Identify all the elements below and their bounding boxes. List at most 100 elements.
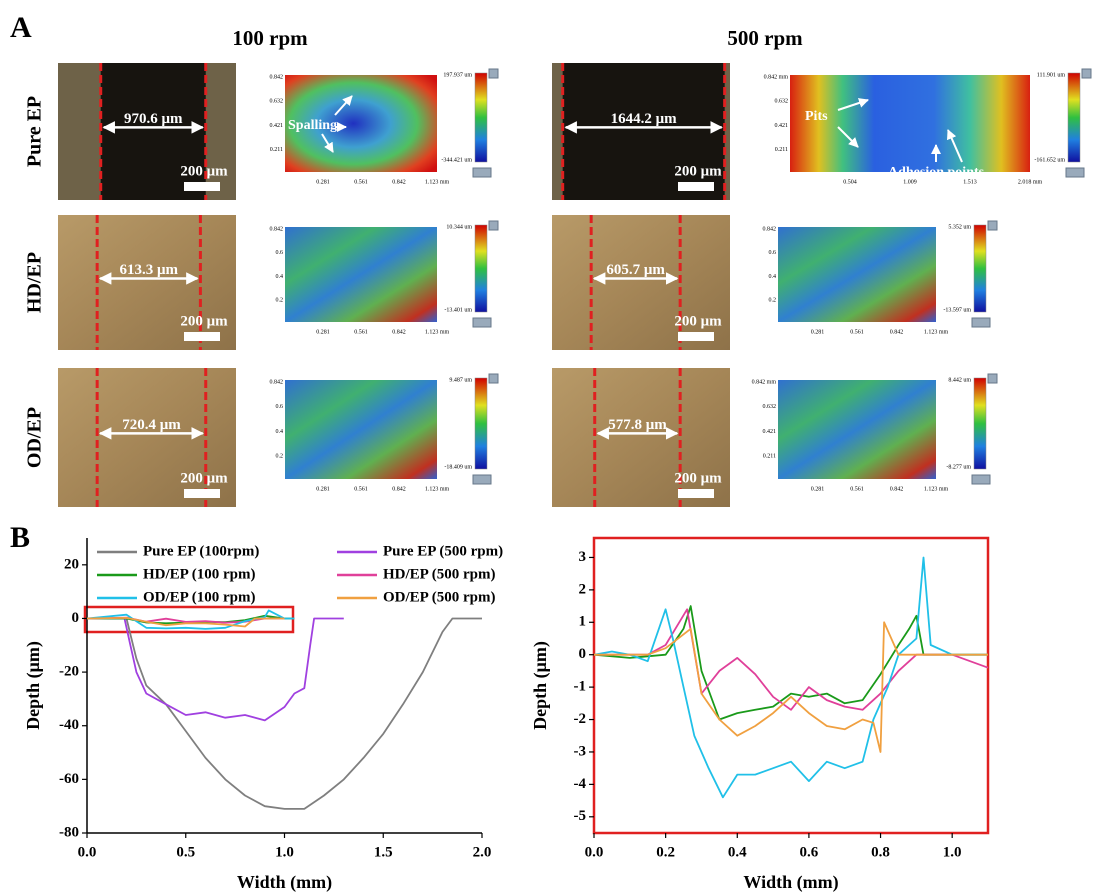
map-x-tick: 0.561 [354, 179, 368, 185]
legend-label: HD/EP (500 rpm) [383, 566, 496, 582]
y-tick-label: 0 [579, 646, 587, 662]
view-button [987, 373, 998, 384]
color-max: 9.487 um [449, 377, 472, 383]
y-tick-label: -80 [59, 824, 79, 840]
series-line [87, 617, 482, 810]
y-tick-label: 1 [579, 614, 587, 630]
map-x-tick: 0.842 [392, 486, 406, 492]
panel-label: B [10, 521, 30, 554]
color-max: 10.344 um [446, 224, 472, 230]
map-y-tick: 0.842 [270, 379, 284, 385]
view-button [971, 474, 991, 485]
series-line [593, 556, 988, 799]
legend-label: Pure EP (500 rpm) [383, 543, 503, 559]
map-x-tick: 0.504 [843, 179, 857, 185]
color-min: -18.409 um [444, 464, 472, 470]
map-x-tick: 0.561 [354, 329, 368, 335]
map-annotation: Pits [805, 109, 828, 124]
series-line [593, 605, 988, 721]
scale-bar [184, 489, 220, 498]
map-x-tick: 0.281 [316, 179, 330, 185]
profile-map [790, 75, 1030, 172]
y-tick-label: -5 [574, 808, 587, 824]
map-y-tick: 0.211 [763, 454, 776, 460]
map-y-tick: 0.4 [769, 274, 777, 280]
scale-bar [678, 332, 714, 341]
y-tick-label: 3 [579, 549, 587, 565]
x-tick-label: 0.5 [176, 844, 195, 860]
map-x-tick: 1.123 mm [425, 329, 450, 335]
legend-label: OD/EP (100 rpm) [143, 589, 256, 605]
map-x-tick: 0.842 [392, 179, 406, 185]
map-x-tick: 0.842 [890, 329, 904, 335]
annotation-arrow [334, 95, 353, 116]
map-x-tick: 0.281 [316, 329, 330, 335]
map-x-tick: 0.842 [392, 329, 406, 335]
width-label: 577.8 μm [608, 417, 667, 433]
column-title: 100 rpm [232, 26, 308, 50]
color-min: -161.652 um [1034, 157, 1065, 163]
series-line [594, 608, 989, 711]
map-y-tick: 0.4 [276, 429, 284, 435]
width-label: 1644.2 μm [611, 111, 678, 127]
map-y-tick: 0.421 [775, 123, 789, 129]
legend-label: Pure EP (100rpm) [143, 543, 259, 559]
series-line [86, 617, 285, 628]
map-x-tick: 0.281 [811, 486, 825, 492]
x-tick-label: 0.6 [800, 844, 819, 860]
scale-label: 200 μm [180, 313, 228, 329]
color-min: -13.597 um [943, 307, 971, 313]
map-y-tick: 0.2 [769, 298, 777, 304]
view-button [472, 167, 492, 178]
micrograph [58, 215, 236, 350]
width-label: 605.7 μm [606, 262, 665, 278]
y-tick-label: -20 [59, 664, 79, 680]
row-label: Pure EP [24, 96, 46, 167]
view-button [472, 474, 492, 485]
map-y-tick: 0.6 [276, 404, 284, 410]
scale-label: 200 μm [674, 470, 722, 486]
map-y-tick: 0.2 [276, 298, 284, 304]
map-annotation: Adhesion points [888, 165, 985, 180]
y-axis-label: Depth (μm) [530, 641, 551, 730]
x-tick-label: 0.0 [585, 844, 604, 860]
map-y-tick: 0.842 [270, 74, 284, 80]
view-button [488, 68, 499, 79]
x-axis-label: Width (mm) [743, 872, 838, 893]
series-line [594, 621, 988, 753]
x-tick-label: 0.0 [78, 844, 97, 860]
y-tick-label: -1 [574, 679, 587, 695]
scale-label: 200 μm [674, 163, 722, 179]
y-tick-label: 2 [579, 581, 587, 597]
map-x-tick: 1.513 [963, 179, 977, 185]
map-y-tick: 0.421 [763, 429, 777, 435]
width-label: 720.4 μm [122, 417, 181, 433]
scale-label: 200 μm [180, 470, 228, 486]
map-y-tick: 0.842 [763, 226, 777, 232]
color-min: -344.421 um [441, 157, 472, 163]
zoom-box [83, 605, 295, 634]
wear-track [562, 63, 725, 200]
view-button [1065, 167, 1085, 178]
map-x-tick: 0.281 [811, 329, 825, 335]
map-x-tick: 0.281 [316, 486, 330, 492]
color-bar [474, 224, 488, 313]
color-bar [1067, 72, 1081, 163]
map-y-tick: 0.4 [276, 274, 284, 280]
map-y-tick: 0.2 [276, 454, 284, 460]
color-max: 5.352 um [948, 224, 971, 230]
view-button [971, 317, 991, 328]
view-button [472, 317, 492, 328]
map-y-tick: 0.6 [276, 250, 284, 256]
scale-bar [184, 182, 220, 191]
y-tick-label: -60 [59, 771, 79, 787]
annotation-arrow [837, 98, 869, 111]
x-tick-label: 1.0 [943, 844, 962, 860]
column-title: 500 rpm [727, 26, 803, 50]
width-label: 613.3 μm [120, 262, 179, 278]
map-x-tick: 1.123 mm [425, 486, 450, 492]
map-x-tick: 1.123 mm [924, 486, 949, 492]
x-axis-label: Width (mm) [237, 872, 332, 893]
color-max: 197.937 um [443, 72, 472, 78]
